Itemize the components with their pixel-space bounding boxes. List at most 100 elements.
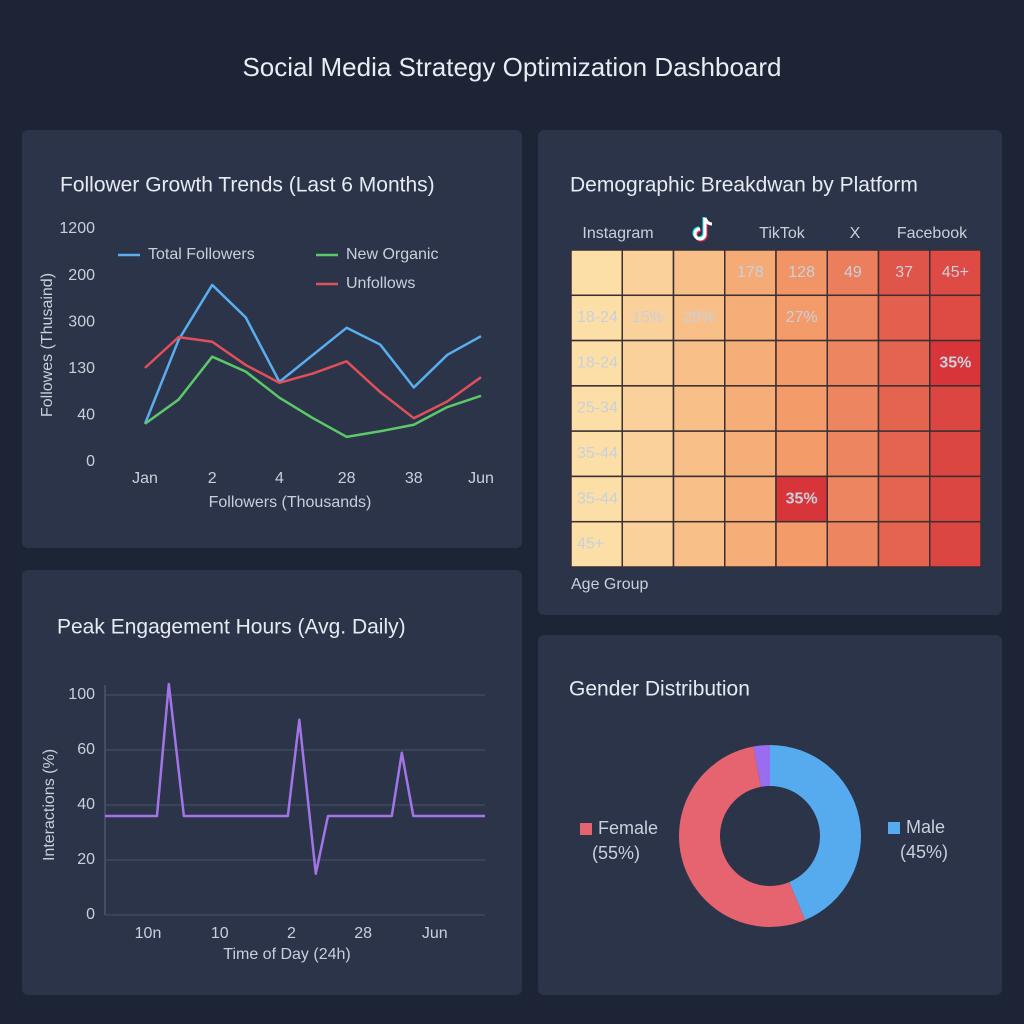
heatmap-cell [621,475,675,523]
heatmap-cell [826,520,880,568]
value-label: (45%) [900,842,948,862]
heatmap-cell [724,520,777,568]
heatmap-cell [570,430,623,478]
cell-label: 35% [786,490,818,507]
x-tick-label: 10n [135,925,162,942]
cell-label: 15% [632,309,664,326]
heatmap-cell [929,294,982,342]
y-tick-label: 60 [77,741,95,758]
heatmap-cell [672,475,726,523]
x-axis-label: Age Group [571,576,648,593]
y-axis-label: Followes (Thusaind) [39,273,56,417]
column-header: Facebook [897,225,968,242]
heatmap-cell [826,385,880,432]
heatmap-cell [929,430,982,478]
dashboard-title: Social Media Strategy Optimization Dashb… [242,52,781,82]
x-axis-label: Followers (Thousands) [209,494,372,511]
heatmap-cell [877,339,931,387]
heatmap-cell [570,475,623,523]
heatmap-cell [775,294,828,342]
heatmap-cell [775,249,828,297]
cell-label: 18-24 [577,309,618,326]
series-line [144,355,482,439]
heatmap-cell [621,249,675,297]
cell-label: 45+ [942,264,969,281]
heatmap-cell [826,475,880,523]
donut-slice [753,745,770,787]
y-tick-label: 130 [68,360,95,377]
chart-title: Peak Engagement Hours (Avg. Daily) [57,616,406,639]
y-tick-label: 100 [68,686,95,703]
heatmap-cell [724,475,777,523]
x-tick-label: Jun [468,470,494,487]
donut-slice [679,746,806,928]
x-tick-label: 2 [287,925,296,942]
value-label: (55%) [592,843,640,863]
legend-swatch [888,822,900,834]
heatmap-cell [621,520,675,568]
legend-label: Total Followers [148,246,255,263]
legend-label: New Organic [346,246,438,263]
heatmap-cell [672,339,726,387]
heatmap-cell [621,430,675,478]
x-tick-label: 38 [405,470,423,487]
y-tick-label: 200 [68,267,95,284]
heatmap-cell [775,520,828,568]
heatmap-cell [877,294,931,342]
series-line [105,682,485,875]
legend-label: Female [598,818,658,838]
cell-label: 18-24 [577,354,618,371]
legend-label: Male [906,817,945,837]
y-tick-label: 0 [86,453,95,470]
heatmap-cell [672,385,726,432]
heatmap-cell [877,385,931,432]
heatmap-cell [877,475,931,523]
heatmap-cell [929,249,982,297]
heatmap-cell [929,385,982,432]
heatmap-cell [570,339,623,387]
cell-label: 35% [939,354,971,371]
heatmap-cell [724,339,777,387]
cell-label: 128 [788,264,815,281]
heatmap-cell [672,520,726,568]
heatmap-cell [570,385,623,432]
heatmap-cell [570,520,623,568]
x-tick-label: 28 [338,470,356,487]
x-tick-label: 2 [208,470,217,487]
cell-label: 178 [737,264,764,281]
heatmap-cell [621,294,675,342]
heatmap-cell [826,249,880,297]
heatmap-cell [724,294,777,342]
heatmap-cell [775,430,828,478]
cell-label: 49 [844,264,862,281]
column-header: X [850,225,861,242]
legend-label: Unfollows [346,275,415,292]
chart-title: Demographic Breakdwan by Platform [570,174,918,197]
x-tick-label: Jan [132,470,158,487]
x-axis-label: Time of Day (24h) [223,946,350,963]
legend-swatch [580,823,592,835]
heatmap-cell [724,385,777,432]
y-tick-label: 40 [77,796,95,813]
tiktok-icon [692,217,713,242]
donut-slice [770,745,862,920]
y-tick-label: 0 [86,906,95,923]
heatmap-cell [877,249,931,297]
cell-label: 35-44 [577,490,618,507]
heatmap-cell [826,294,880,342]
panel [22,130,522,548]
column-header: TikTok [759,225,806,242]
series-line [143,283,482,425]
panel [538,635,1002,995]
panel [22,570,522,995]
y-tick-label: 40 [77,407,95,424]
x-tick-label: Jun [422,925,448,942]
y-tick-label: 20 [77,851,95,868]
heatmap-cell [826,339,880,387]
heatmap-cell [929,475,982,523]
heatmap-cell [621,339,675,387]
heatmap-cell [826,430,880,478]
cell-label: 28% [683,309,715,326]
x-tick-label: 4 [275,470,284,487]
